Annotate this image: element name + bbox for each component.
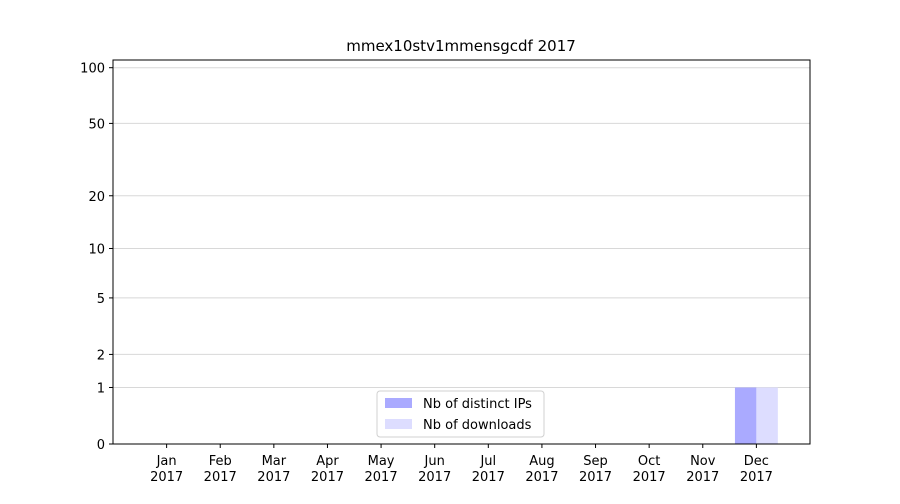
y-tick-label: 2: [97, 348, 105, 363]
legend-label: Nb of downloads: [423, 418, 532, 433]
y-tick-label: 100: [80, 62, 105, 77]
y-tick-label: 0: [97, 438, 105, 453]
x-tick-label: Apr 2017: [311, 454, 344, 485]
x-tick-label: Jan 2017: [150, 454, 183, 485]
x-tick-label: Jul 2017: [472, 454, 505, 485]
x-tick-label: Dec 2017: [740, 454, 773, 485]
x-tick-label: Oct 2017: [633, 454, 666, 485]
bar: [756, 387, 778, 444]
x-tick-label: May 2017: [365, 454, 398, 485]
plot-frame: [112, 59, 811, 445]
y-tick-label: 5: [97, 292, 105, 307]
x-tick-label: Aug 2017: [525, 454, 558, 485]
bar: [734, 387, 757, 444]
x-tick-label: Jun 2017: [418, 454, 451, 485]
chart-title: mmex10stv1mmensgcdf 2017: [346, 37, 576, 55]
y-tick-label: 50: [88, 117, 105, 132]
x-tick-label: Mar 2017: [257, 454, 290, 485]
legend-swatch: [385, 398, 412, 408]
legend-swatch: [385, 419, 412, 429]
x-tick-label: Feb 2017: [204, 454, 237, 485]
legend: [376, 390, 545, 438]
y-tick-label: 20: [88, 190, 105, 205]
y-tick-label: 1: [97, 381, 105, 396]
x-tick-label: Nov 2017: [686, 454, 719, 485]
legend-label: Nb of distinct IPs: [423, 397, 532, 412]
x-tick-label: Sep 2017: [579, 454, 612, 485]
y-tick-label: 10: [88, 242, 105, 257]
